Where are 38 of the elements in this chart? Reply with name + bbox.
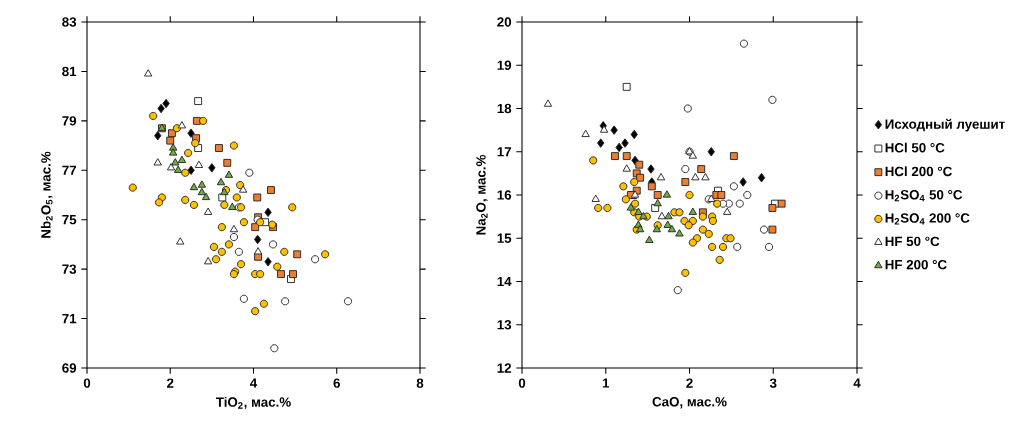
y-tick-label: 73 — [62, 264, 77, 274]
x-axis-title: CaO, мас.% — [652, 397, 727, 409]
legend-label: HF 200 °C — [885, 259, 947, 270]
x-tick-label: 3 — [769, 378, 777, 388]
x-tick-label: 4 — [250, 378, 258, 388]
legend-label: HCl 50 °C — [885, 142, 945, 153]
y-tick-label: 69 — [62, 363, 77, 373]
x-tick-label: 2 — [167, 378, 174, 388]
y-tick-label: 18 — [497, 103, 512, 114]
y-tick-label: 77 — [62, 165, 77, 175]
y-tick-label: 14 — [497, 276, 512, 287]
y-tick-label: 81 — [62, 66, 77, 77]
y-tick-label: 15 — [497, 233, 512, 243]
x-tick-label: 1 — [602, 378, 610, 388]
y-tick-label: 83 — [62, 17, 77, 27]
legend-label: H$_{2}$SO$_{4}$ 50 °C — [885, 190, 963, 202]
y-tick-label: 16 — [497, 190, 512, 200]
legend-label: HF 50 °C — [885, 236, 940, 247]
y-tick-label: 19 — [497, 60, 512, 70]
x-tick-label: 0 — [518, 378, 526, 388]
y-axis-title: Nb$_{2}$O$_{5}$, мас.% — [40, 151, 53, 238]
x-tick-label: 2 — [686, 378, 693, 388]
legend-label: H$_{2}$SO$_{4}$ 200 °C — [885, 213, 970, 225]
y-tick-label: 75 — [62, 215, 77, 225]
y-tick-label: 12 — [497, 363, 512, 373]
y-tick-label: 17 — [497, 147, 512, 157]
x-tick-label: 4 — [853, 378, 861, 388]
y-tick-label: 71 — [62, 313, 77, 324]
x-axis-title: TiO$_{2}$, мас.% — [215, 397, 291, 409]
legend-label: HCl 200 °C — [885, 166, 952, 177]
y-tick-label: 79 — [62, 116, 77, 126]
y-axis-title: Na$_{2}$O, мас.% — [476, 154, 488, 235]
y-tick-label: 13 — [497, 320, 512, 330]
x-tick-label: 8 — [416, 378, 424, 388]
x-tick-label: 0 — [83, 378, 91, 388]
legend-label: Исходный луешит — [885, 118, 1005, 132]
y-tick-label: 20 — [497, 17, 512, 27]
x-tick-label: 6 — [333, 378, 340, 388]
